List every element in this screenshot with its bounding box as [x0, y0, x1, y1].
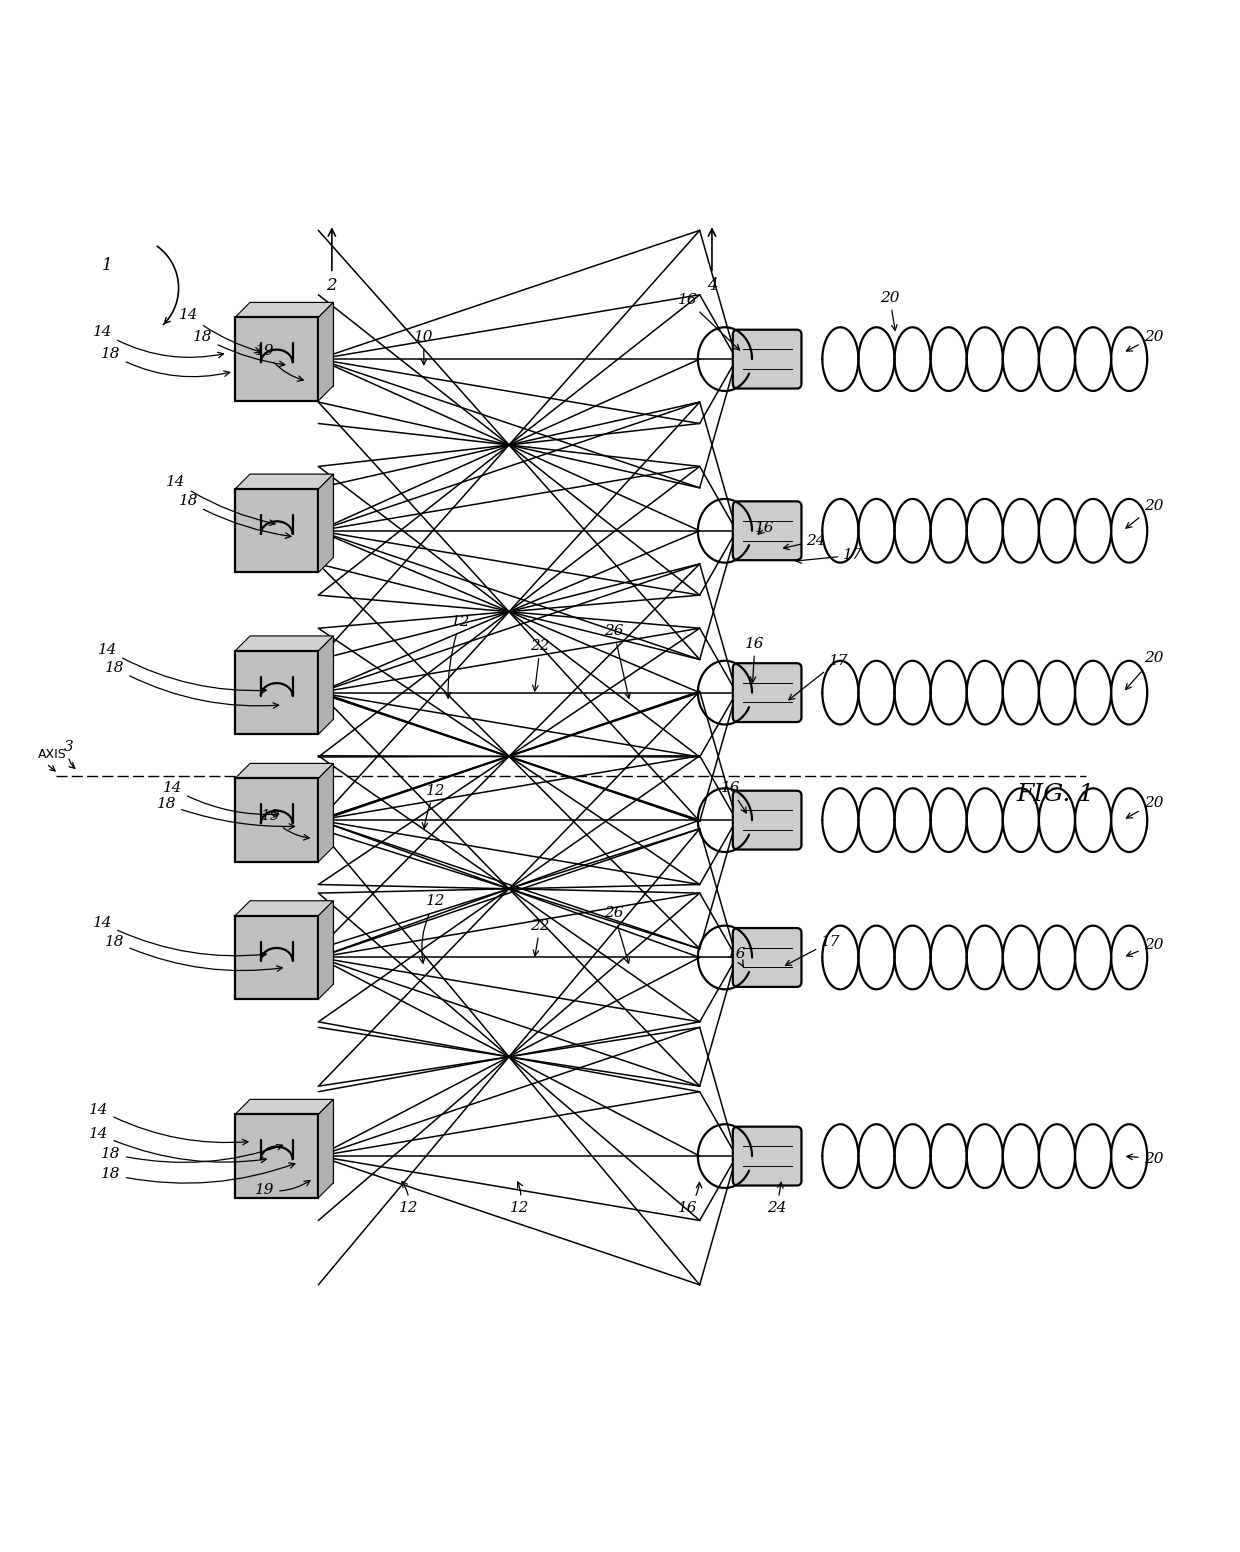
Polygon shape [236, 650, 319, 734]
Text: 16: 16 [727, 947, 746, 967]
Polygon shape [319, 473, 334, 573]
Text: 14: 14 [89, 1127, 267, 1162]
Text: 24: 24 [784, 534, 826, 549]
Text: 20: 20 [1126, 796, 1163, 818]
Text: 18: 18 [102, 1144, 283, 1162]
Text: 19: 19 [254, 1181, 310, 1198]
Text: 18: 18 [105, 934, 283, 972]
Text: 24: 24 [768, 1183, 786, 1215]
Polygon shape [236, 764, 334, 779]
Polygon shape [236, 1099, 334, 1114]
Polygon shape [236, 303, 334, 318]
Text: 18: 18 [193, 331, 285, 366]
Text: 17: 17 [786, 934, 841, 965]
Text: 16: 16 [755, 521, 775, 535]
FancyBboxPatch shape [733, 501, 801, 560]
Text: 18: 18 [179, 495, 291, 539]
Text: 17: 17 [789, 653, 848, 700]
Text: 14: 14 [179, 307, 260, 352]
Text: 26: 26 [604, 906, 630, 964]
Text: 20: 20 [1127, 1152, 1163, 1166]
Text: 20: 20 [880, 290, 899, 331]
Polygon shape [319, 636, 334, 734]
Text: 19: 19 [260, 810, 309, 840]
Polygon shape [250, 764, 334, 847]
Polygon shape [319, 303, 334, 400]
Text: 3: 3 [63, 740, 74, 768]
Text: 16: 16 [745, 636, 765, 683]
Text: 12: 12 [419, 894, 446, 964]
Polygon shape [250, 303, 334, 386]
Text: 14: 14 [93, 916, 267, 958]
Polygon shape [236, 473, 334, 489]
Text: 12: 12 [510, 1183, 529, 1215]
Text: 18: 18 [102, 1162, 295, 1183]
Text: 20: 20 [1126, 331, 1163, 351]
Text: 18: 18 [105, 661, 279, 708]
Text: 12: 12 [422, 784, 446, 829]
Text: 1: 1 [102, 258, 113, 275]
Text: 17: 17 [796, 548, 863, 563]
Polygon shape [250, 1099, 334, 1183]
Text: 14: 14 [98, 643, 267, 694]
FancyBboxPatch shape [733, 790, 801, 849]
Text: 4: 4 [707, 278, 717, 293]
Text: 18: 18 [102, 348, 229, 377]
FancyBboxPatch shape [733, 1127, 801, 1186]
Text: 16: 16 [720, 781, 746, 813]
Polygon shape [319, 1099, 334, 1198]
Text: 12: 12 [399, 1181, 419, 1215]
Text: 16: 16 [678, 293, 739, 351]
Text: 14: 14 [89, 1102, 248, 1145]
Text: 19: 19 [254, 343, 304, 382]
Polygon shape [250, 473, 334, 557]
Text: 14: 14 [93, 326, 223, 357]
Polygon shape [236, 489, 319, 573]
Polygon shape [236, 318, 319, 400]
Text: 18: 18 [156, 798, 295, 829]
Text: 20: 20 [1127, 939, 1163, 956]
Polygon shape [250, 900, 334, 984]
Polygon shape [236, 636, 334, 650]
Polygon shape [319, 764, 334, 861]
FancyBboxPatch shape [733, 663, 801, 722]
Text: 26: 26 [604, 624, 630, 698]
Polygon shape [250, 636, 334, 719]
Text: 20: 20 [1126, 652, 1163, 689]
Polygon shape [236, 900, 334, 916]
Polygon shape [236, 779, 319, 861]
Text: 14: 14 [162, 781, 279, 818]
Text: 2: 2 [326, 278, 337, 293]
Text: 10: 10 [414, 331, 434, 365]
Polygon shape [236, 916, 319, 999]
Text: 20: 20 [1126, 500, 1163, 528]
Polygon shape [319, 900, 334, 999]
Text: 16: 16 [678, 1183, 702, 1215]
Text: 14: 14 [166, 475, 275, 526]
FancyBboxPatch shape [733, 329, 801, 388]
Text: AXIS: AXIS [37, 748, 67, 762]
Text: 12: 12 [445, 615, 470, 698]
Polygon shape [236, 1114, 319, 1198]
FancyBboxPatch shape [733, 928, 801, 987]
Text: 22: 22 [531, 919, 551, 956]
Text: FIG. 1: FIG. 1 [1016, 782, 1095, 805]
Text: 22: 22 [531, 639, 551, 691]
